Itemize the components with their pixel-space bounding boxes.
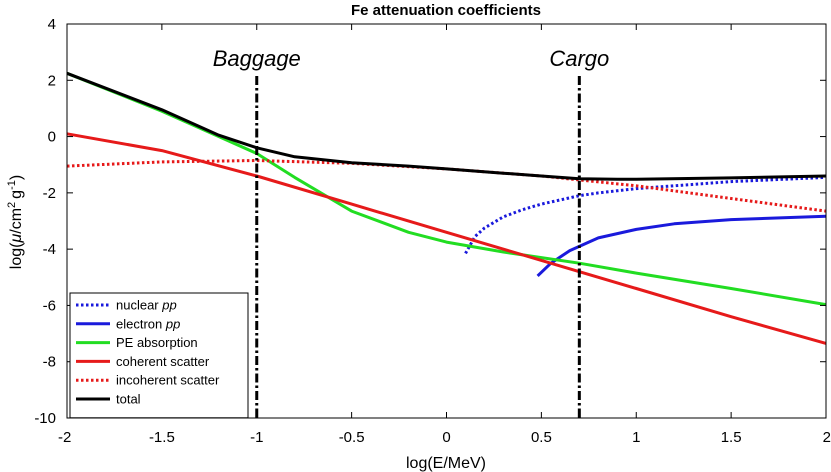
legend-label-5: total [116, 392, 141, 407]
y-label-part: ) [8, 175, 25, 180]
series-line-2 [66, 71, 827, 307]
legend-label-0: nuclear pp [116, 298, 177, 313]
series-line-5 [66, 71, 827, 181]
legend-label-text: total [116, 392, 141, 407]
legend-label-text: PE absorption [116, 335, 198, 350]
legend-label-3: coherent scatter [116, 354, 210, 369]
y-label-part: g [8, 190, 25, 199]
x-tick-label: -1.5 [149, 429, 175, 446]
legend-label-italic: pp [165, 316, 180, 331]
y-tick-label: 0 [48, 129, 56, 146]
axes: -2 -1.5 -1 -0.5 0 0.5 1 1.5 2 -10 -8 -6 -4 -2 0 2 4 [34, 16, 831, 446]
x-axis-label: log(E/MeV) [406, 455, 486, 472]
legend-label-text: nuclear [116, 298, 162, 313]
x-tick-label: 2 [823, 429, 831, 446]
y-tick-label: -6 [43, 297, 56, 314]
legend-label-text: incoherent scatter [116, 373, 220, 388]
y-label-sup: 2 [6, 202, 18, 208]
y-label-part: log( [8, 242, 25, 269]
x-tick-label: -0.5 [339, 429, 365, 446]
y-label-sup: -1 [6, 180, 18, 190]
x-tick-label: -1 [250, 429, 263, 446]
y-axis-label: log(μ/cm2 g-1) [6, 175, 25, 269]
y-tick-label: 4 [48, 16, 56, 33]
legend-box [69, 292, 249, 419]
x-tick-label: 1 [632, 429, 640, 446]
legend-label-1: electron pp [116, 316, 180, 331]
y-tick-label: 2 [48, 72, 56, 89]
x-tick-label: 0 [442, 429, 450, 446]
annotations: Baggage Cargo [213, 46, 609, 418]
legend-label-2: PE absorption [116, 335, 198, 350]
y-axis-label-text: log(μ/cm2 g-1) [6, 175, 25, 269]
y-label-mu: μ [8, 234, 25, 244]
annotation-0: Baggage [213, 46, 301, 71]
x-tick-label: 1.5 [721, 429, 742, 446]
annotation-1: Cargo [549, 46, 609, 71]
series-line-4 [66, 159, 827, 213]
x-tick-label: -2 [58, 429, 71, 446]
chart-title: Fe attenuation coefficients [351, 2, 541, 19]
y-label-part: /cm [8, 208, 25, 234]
y-tick-label: -4 [43, 241, 56, 258]
y-tick-label: -10 [34, 410, 56, 427]
y-tick-label: -8 [43, 354, 56, 371]
legend-label-text: electron [116, 316, 166, 331]
y-tick-label: -2 [43, 185, 56, 202]
series-line-1 [536, 214, 827, 277]
x-tick-label: 0.5 [531, 429, 552, 446]
series-line-0 [464, 175, 827, 255]
series-line-3 [66, 132, 827, 345]
legend-label-text: coherent scatter [116, 354, 210, 369]
legend-label-4: incoherent scatter [116, 373, 220, 388]
legend-label-italic: pp [161, 298, 176, 313]
plot-area [66, 71, 827, 345]
